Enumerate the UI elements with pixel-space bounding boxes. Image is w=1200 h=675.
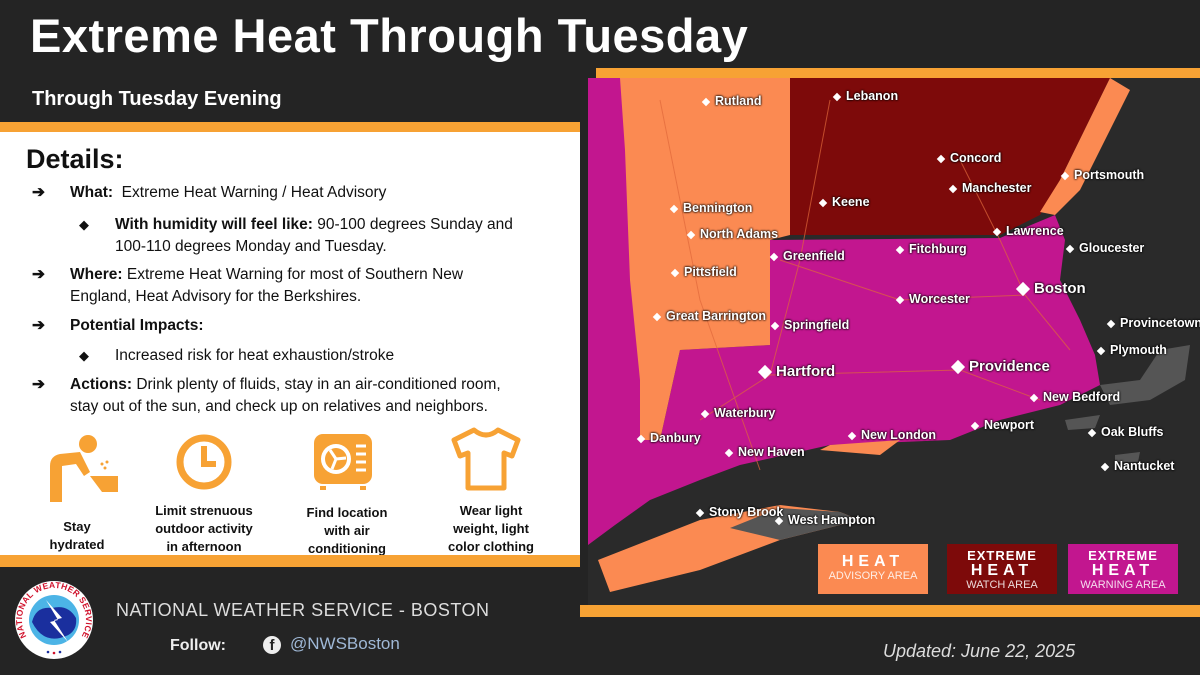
heat-map	[588, 78, 1200, 605]
advisory-area	[620, 78, 790, 440]
facebook-icon[interactable]: f	[263, 636, 281, 654]
city-label: Portsmouth	[1062, 168, 1144, 182]
divider	[0, 555, 580, 567]
humidity-row: ◆ With humidity will feel like: 90-100 de…	[79, 216, 513, 255]
city-label: Providence	[953, 358, 1050, 375]
impacts-item: ◆ Increased risk for heat exhaustion/stro…	[79, 347, 395, 364]
city-label: New Bedford	[1031, 390, 1120, 404]
tip-caption: Stay hydrated	[49, 519, 105, 552]
city-label: West Hampton	[776, 513, 875, 527]
t-shirt-icon	[451, 427, 521, 491]
city-label: Gloucester	[1067, 241, 1144, 255]
impacts-row: ➔ Potential Impacts:	[32, 317, 204, 334]
actions-row: ➔ Actions: Drink plenty of fluids, stay i…	[32, 376, 501, 415]
org-name: NATIONAL WEATHER SERVICE - BOSTON	[116, 600, 490, 620]
city-label: Greenfield	[771, 249, 845, 263]
city-label: Great Barrington	[654, 309, 766, 323]
label: Potential Impacts:	[70, 317, 204, 334]
city-label: Danbury	[638, 431, 701, 445]
nws-logo: NATIONAL WEATHER SERVICE	[14, 580, 94, 659]
divider	[580, 605, 1200, 617]
advisory-area	[820, 440, 900, 455]
page-title: Extreme Heat Through Tuesday	[30, 9, 749, 62]
city-label: Keene	[820, 195, 870, 209]
city-label: Nantucket	[1102, 459, 1174, 473]
city-label: New Haven	[726, 445, 805, 459]
city-label: Manchester	[950, 181, 1031, 195]
subtitle: Through Tuesday Evening	[32, 88, 282, 110]
city-label: Lebanon	[834, 89, 898, 103]
legend-advisory: HEAT ADVISORY AREA	[818, 544, 928, 594]
city-label: Lawrence	[994, 224, 1064, 238]
city-label: Provincetown	[1108, 316, 1200, 330]
value: Extreme Heat Warning for most of Souther…	[126, 266, 464, 283]
label: Where:	[70, 266, 123, 283]
tip-caption: Limit strenuous outdoor activity in aftern…	[155, 503, 253, 554]
what-row: ➔ What: Extreme Heat Warning / Heat Advis…	[32, 184, 387, 201]
value: 90-100 degrees Sunday and	[317, 216, 513, 233]
where-row: ➔ Where: Extreme Heat Warning for most of…	[32, 266, 464, 305]
city-label: Worcester	[897, 292, 970, 306]
city-label: Fitchburg	[897, 242, 967, 256]
details-heading: Details:	[26, 144, 124, 174]
city-label: Rutland	[703, 94, 762, 108]
follow-label: Follow:	[170, 637, 226, 654]
tip-caption: Wear light weight, light color clothing	[448, 503, 534, 554]
value: Drink plenty of fluids, stay in an air-c…	[136, 376, 501, 393]
social-handle-link[interactable]: @NWSBoston	[290, 634, 400, 653]
value: Increased risk for heat exhaustion/strok…	[115, 347, 395, 364]
label: Actions:	[70, 376, 132, 393]
tip-caption: Find location with air conditioning	[306, 505, 388, 556]
value: stay out of the sun, and check up on rel…	[70, 398, 488, 415]
city-label: Plymouth	[1098, 343, 1167, 357]
city-label: Concord	[938, 151, 1001, 165]
air-conditioner-icon	[314, 434, 372, 490]
value: England, Heat Advisory for the Berkshire…	[70, 288, 362, 305]
city-label: Waterbury	[702, 406, 775, 420]
label: With humidity will feel like:	[115, 216, 313, 233]
city-label: North Adams	[688, 227, 778, 241]
value: Extreme Heat Warning / Heat Advisory	[121, 184, 387, 201]
city-label: Stony Brook	[697, 505, 783, 519]
island	[1065, 415, 1140, 462]
drinking-fountain-icon	[50, 435, 118, 502]
legend-warning: EXTREME HEAT WARNING AREA	[1068, 544, 1178, 594]
divider	[0, 122, 580, 132]
cape-cod	[1100, 345, 1190, 405]
city-label: Bennington	[671, 201, 752, 215]
city-label: Hartford	[760, 363, 835, 380]
city-label: Springfield	[772, 318, 849, 332]
city-label: Newport	[972, 418, 1034, 432]
city-label: New London	[849, 428, 936, 442]
divider	[596, 68, 1200, 78]
clock-icon	[176, 434, 232, 490]
legend-watch: EXTREME HEAT WATCH AREA	[947, 544, 1057, 594]
city-label: Boston	[1018, 280, 1086, 297]
city-label: Oak Bluffs	[1089, 425, 1164, 439]
updated-date: Updated: June 22, 2025	[883, 641, 1076, 661]
details-panel: Details: ➔ What: Extreme Heat Warning / H…	[0, 132, 580, 562]
value: 100-110 degrees Monday and Tuesday.	[115, 238, 387, 255]
label: What:	[70, 184, 114, 201]
city-label: Pittsfield	[672, 265, 737, 279]
